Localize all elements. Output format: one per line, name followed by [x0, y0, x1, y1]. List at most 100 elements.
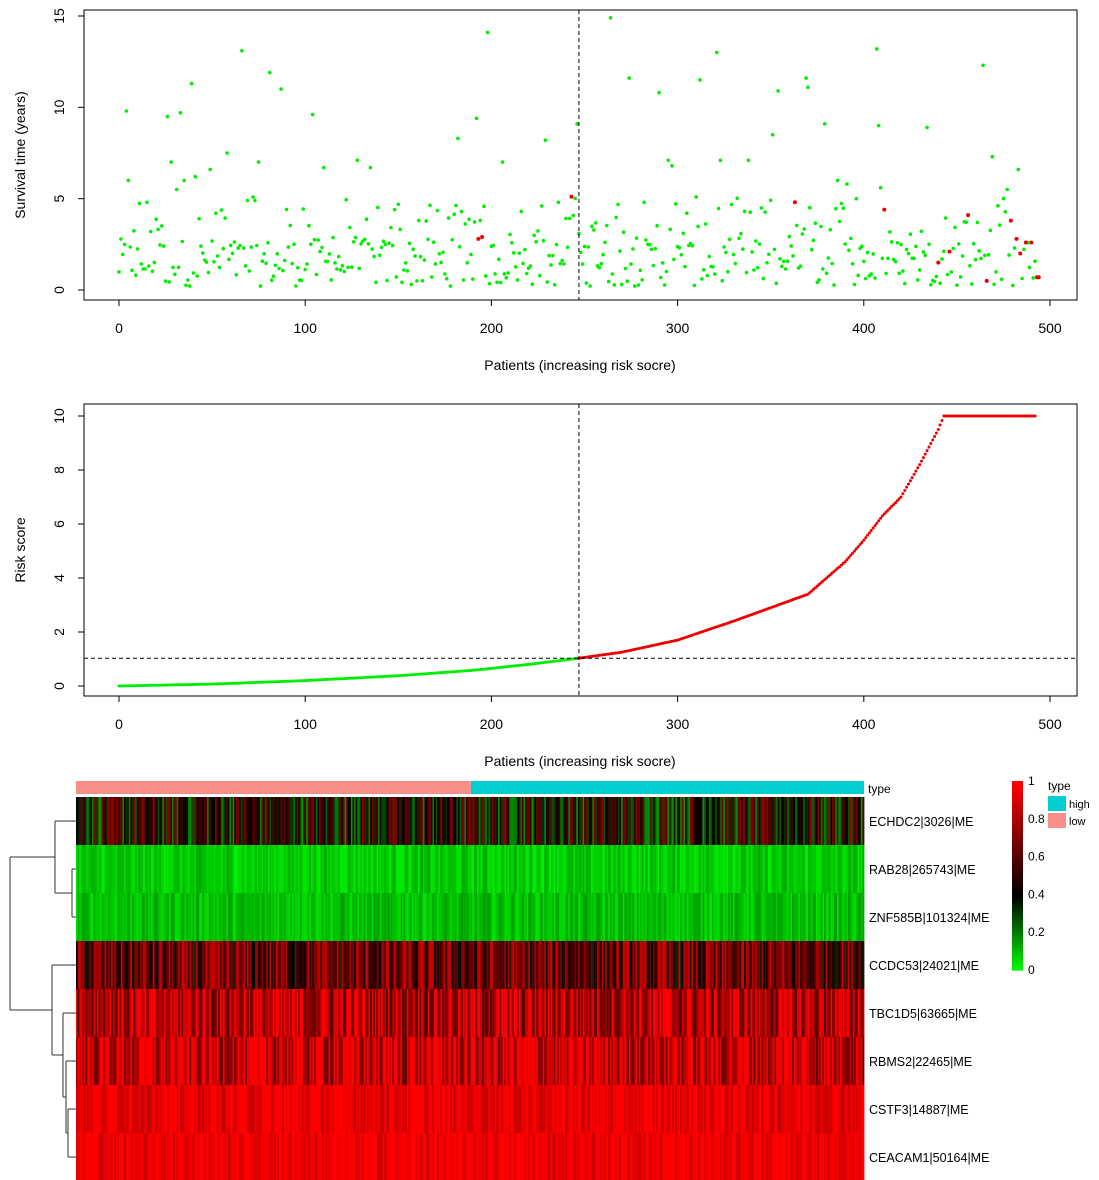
survival-point-low-risk [467, 217, 471, 222]
survival-point-low-risk [441, 250, 445, 255]
heatmap-cell [155, 797, 158, 845]
survival-point-low-risk [670, 164, 674, 168]
heatmap-cell [466, 989, 468, 1037]
survival-point-low-risk [949, 270, 954, 274]
heatmap-cell [817, 845, 820, 893]
survival-point-low-risk [592, 228, 596, 232]
heatmap-cell [816, 845, 819, 893]
survival-point-low-risk [996, 203, 1000, 208]
heatmap-cell [691, 941, 694, 989]
heatmap-cell [178, 1133, 181, 1180]
survival-point-low-risk [662, 283, 667, 287]
heatmap-cell [550, 1133, 553, 1180]
heatmap-cell [451, 989, 454, 1037]
heatmap-cell [832, 989, 835, 1037]
risk-point-high [933, 435, 937, 438]
heatmap-cell [491, 941, 494, 989]
heatmap-cell [323, 797, 326, 845]
heatmap-cell [454, 941, 457, 989]
heatmap-cell [127, 797, 130, 845]
heatmap-cell [835, 989, 838, 1037]
heatmap-cell [194, 1085, 197, 1133]
heatmap-cell [611, 893, 614, 941]
heatmap-cell [670, 797, 673, 845]
heatmap-cell [386, 1085, 389, 1133]
heatmap-cell [191, 1133, 194, 1180]
heatmap-cell [435, 893, 438, 941]
heatmap-cell [646, 845, 649, 893]
risk-point-high [847, 556, 851, 559]
heatmap-cell [237, 1133, 240, 1180]
heatmap-cell [763, 1037, 766, 1085]
heatmap-cell [261, 1085, 264, 1133]
heatmap-cell [512, 989, 515, 1037]
heatmap-cell [147, 893, 150, 941]
heatmap-cell [684, 797, 687, 845]
heatmap-cell [646, 1037, 649, 1085]
heatmap-cell [221, 1037, 224, 1085]
heatmap-cell [138, 941, 141, 989]
heatmap-cell [480, 1085, 483, 1133]
heatmap-cell [669, 845, 671, 893]
heatmap-cell [264, 1037, 267, 1085]
heatmap-cell [392, 989, 395, 1037]
heatmap-cell [648, 1037, 651, 1085]
heatmap-cell [705, 1133, 708, 1180]
heatmap-cell [630, 1133, 633, 1180]
heatmap-cell [306, 797, 309, 845]
heatmap-cell [736, 941, 739, 989]
survival-point-low-risk [955, 283, 959, 288]
heatmap-cell [841, 941, 844, 989]
heatmap-cell [440, 1037, 443, 1085]
survival-point-low-risk [407, 241, 412, 246]
heatmap-cell [774, 845, 777, 893]
heatmap-cell [835, 941, 838, 989]
heatmap-cell [146, 1133, 149, 1180]
heatmap-cell [144, 941, 147, 989]
heatmap-cell [280, 941, 283, 989]
heatmap-cell [398, 797, 401, 845]
heatmap-cell [581, 1133, 584, 1180]
heatmap-cell [760, 845, 763, 893]
heatmap-cell [480, 797, 483, 845]
heatmap-cell [611, 1037, 614, 1085]
heatmap-cell [744, 893, 747, 941]
heatmap-cell [667, 797, 670, 845]
heatmap-cell [672, 797, 675, 845]
survival-point-low-risk [865, 250, 870, 255]
heatmap-cell [713, 1133, 716, 1180]
survival-point-low-risk [236, 246, 240, 250]
heatmap-cell [744, 845, 747, 893]
heatmap-cell [336, 893, 339, 941]
heatmap-cell [549, 989, 552, 1037]
heatmap-cell [221, 941, 224, 989]
heatmap-cell [501, 989, 504, 1037]
survival-point-low-risk [152, 260, 157, 265]
heatmap-cell [202, 989, 205, 1037]
heatmap-cell [777, 893, 780, 941]
heatmap-cell [446, 893, 449, 941]
heatmap-cell [453, 989, 456, 1037]
heatmap-cell [277, 845, 280, 893]
survival-point-low-risk [880, 256, 885, 261]
heatmap-cell [159, 797, 162, 845]
heatmap-cell [312, 989, 315, 1037]
heatmap-cell [523, 893, 526, 941]
heatmap-cell [130, 797, 133, 845]
heatmap-cell [119, 845, 122, 893]
heatmap-cell [453, 797, 456, 845]
heatmap-cell [256, 989, 259, 1037]
heatmap-cell [410, 1085, 413, 1133]
heatmap-cell [488, 989, 491, 1037]
heatmap-cell [291, 845, 294, 893]
heatmap-cell [333, 1133, 336, 1180]
heatmap-cell [416, 797, 419, 845]
heatmap-cell [235, 1037, 238, 1085]
heatmap-cell [577, 893, 580, 941]
heatmap-cell [320, 1085, 323, 1133]
survival-point-low-risk [869, 272, 873, 276]
heatmap-cell [392, 797, 395, 845]
heatmap-cell [672, 989, 675, 1037]
heatmap-cell [290, 797, 293, 845]
heatmap-cell [341, 941, 344, 989]
